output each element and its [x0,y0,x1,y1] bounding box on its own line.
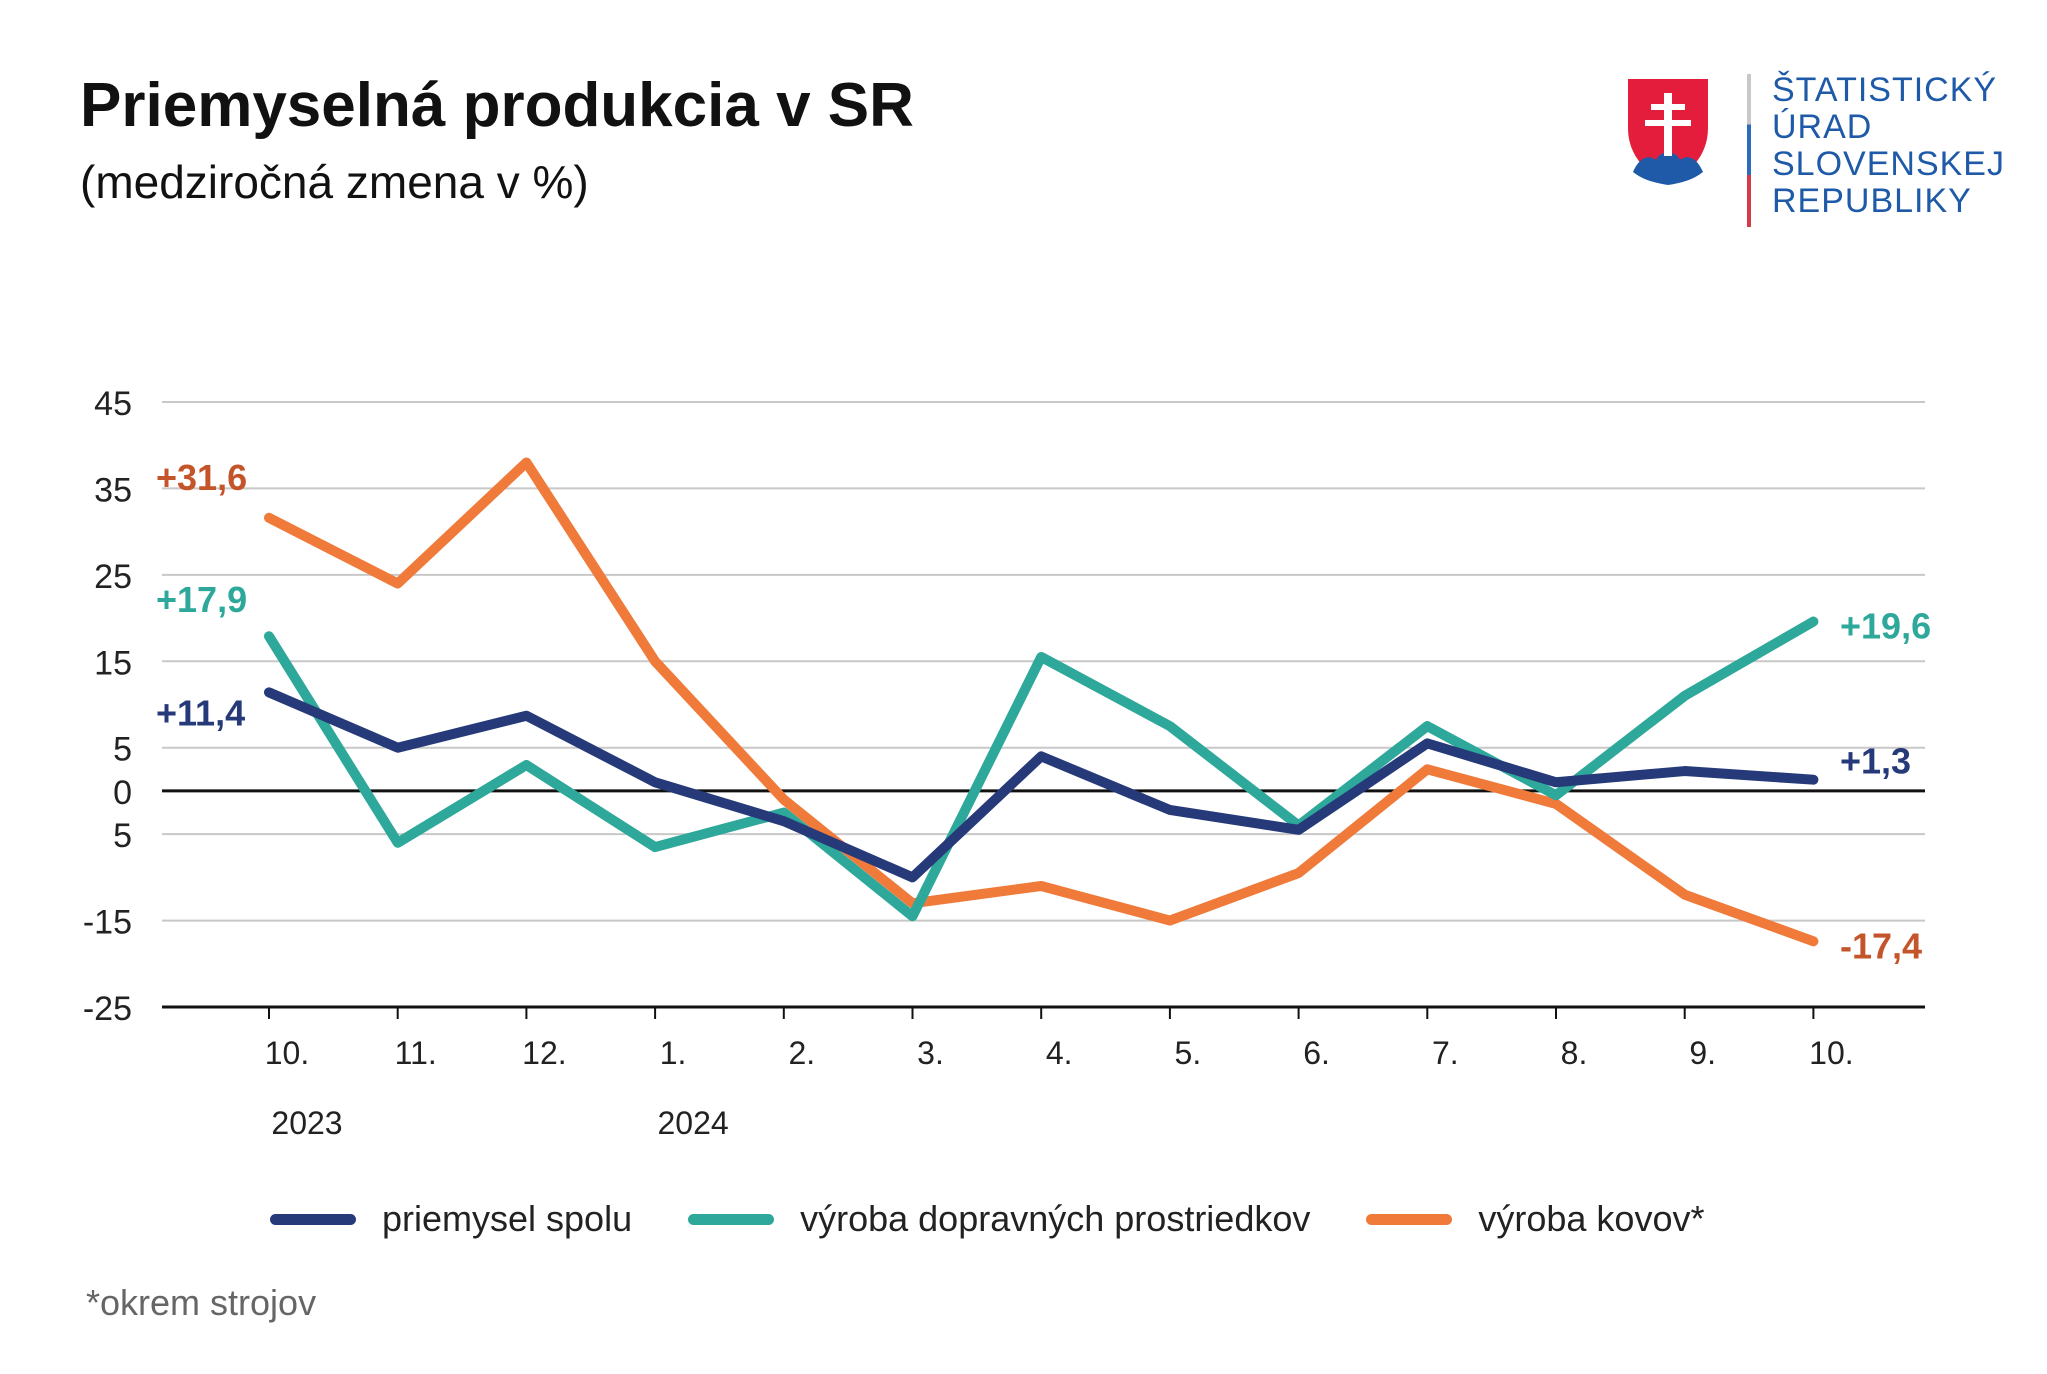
y-tick-label: 15 [94,644,132,682]
x-tick-label: 1. [660,1035,687,1071]
data-label-end: -17,4 [1840,925,1922,966]
logo-line: SLOVENSKEJ [1772,145,2005,183]
statistical-office-logo: ŠTATISTICKÝ ÚRAD SLOVENSKEJ REPUBLIKY [1625,72,2025,232]
x-tick-label: 6. [1303,1035,1330,1071]
series-line-vyroba-dopravnych [264,616,1819,922]
logo-line: ÚRAD [1772,108,1873,146]
y-tick-label: 25 [94,558,132,596]
slovak-coat-of-arms-icon [1628,79,1708,185]
chart-title: Priemyselná produkcia v SR [80,71,914,140]
logo-line: REPUBLIKY [1772,182,1972,220]
x-tick-label: 7. [1432,1035,1459,1071]
logo-divider [1747,74,1751,227]
x-tick-label: 5. [1175,1035,1202,1071]
y-tick-label: 5 [113,731,132,769]
legend-label: priemysel spolu [382,1198,633,1239]
year-label: 2023 [271,1105,342,1140]
data-label-start: +17,9 [156,579,247,620]
footnote: *okrem strojov [86,1282,317,1323]
x-tick-label: 10. [265,1035,309,1071]
legend-label: výroba kovov* [1478,1198,1705,1239]
data-label-start: +31,6 [156,457,247,498]
year-label: 2024 [658,1105,729,1140]
chart-legend: priemysel spolu výroba dopravných prostr… [270,1198,1760,1240]
legend-item-vyroba-dopravnych: výroba dopravných prostriedkov [688,1198,1310,1240]
x-tick-label: 3. [917,1035,944,1071]
x-tick-label: 11. [395,1035,437,1071]
x-tick-label: 12. [522,1035,566,1071]
data-label-end: +19,6 [1840,606,1931,647]
x-tick-label: 8. [1561,1035,1588,1071]
logo-line: ŠTATISTICKÝ [1772,71,1998,109]
legend-swatch [270,1213,356,1225]
series-line-vyroba-kovov [264,457,1819,947]
legend-item-vyroba-kovov: výroba kovov* [1366,1198,1704,1240]
legend-item-priemysel-spolu: priemysel spolu [270,1198,632,1240]
y-tick-label: 35 [94,471,132,509]
y-tick-label: 5 [113,817,132,855]
chart-subtitle: (medziročná zmena v %) [80,156,589,208]
x-tick-label: 9. [1689,1035,1716,1071]
x-tick-label: 10. [1809,1035,1853,1071]
y-tick-label: 0 [113,774,132,812]
data-label-start: +11,4 [156,692,245,733]
y-tick-label: -15 [83,904,132,942]
x-tick-label: 4. [1046,1035,1073,1071]
legend-label: výroba dopravných prostriedkov [800,1198,1311,1239]
line-chart: 45 35 25 15 5 0 5 -15 -25 10. 11. 12. 1. 2. 3. 4. 5. 6. 7.… [83,385,1931,1140]
y-tick-label: -25 [83,990,132,1028]
logo-text: ŠTATISTICKÝ ÚRAD SLOVENSKEJ REPUBLIKY [1772,72,2005,220]
data-label-end: +1,3 [1840,741,1911,782]
legend-swatch [688,1213,775,1225]
legend-swatch [1366,1213,1453,1225]
x-tick-label: 2. [788,1035,815,1071]
y-tick-label: 45 [94,385,132,423]
